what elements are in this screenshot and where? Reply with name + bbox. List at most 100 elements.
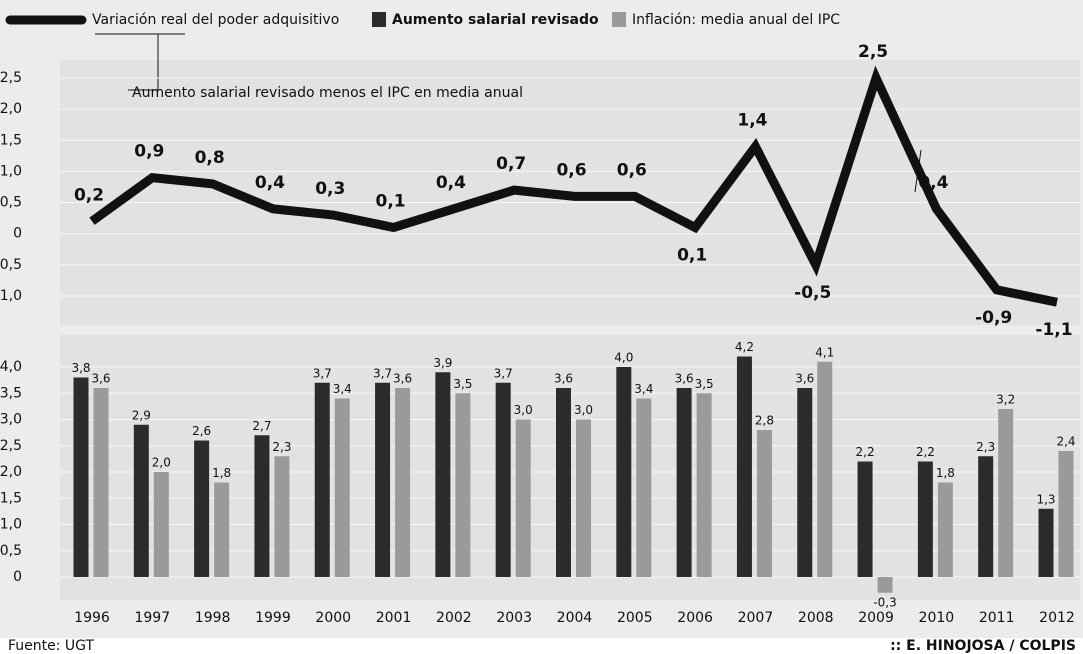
credit: :: E. HINOJOSA / COLPIS (890, 638, 1076, 654)
source: Fuente: UGT (8, 638, 95, 654)
value-label: 4,1 (815, 345, 834, 359)
y-tick-label: 1,0 (0, 517, 22, 533)
value-label: 2,6 (192, 424, 211, 438)
value-label: 2,5 (858, 42, 888, 62)
bar (937, 482, 953, 577)
value-label: 1,8 (212, 466, 231, 480)
bar (616, 367, 632, 577)
bar (636, 398, 652, 577)
value-label: 2,3 (976, 440, 995, 454)
x-tick-label: 2006 (677, 610, 713, 626)
legend-swatch (372, 12, 386, 27)
y-tick-label: 3,5 (0, 385, 22, 401)
bar (133, 424, 149, 577)
bar (998, 409, 1014, 577)
bar (556, 388, 571, 577)
x-tick-label: 2008 (798, 610, 834, 626)
value-label: -0,3 (873, 595, 896, 609)
value-label: 0,3 (315, 179, 345, 199)
bar (1058, 451, 1074, 577)
value-label: 3,5 (695, 377, 714, 391)
value-label: 0,6 (556, 160, 586, 180)
y-tick-label: 0 (13, 569, 22, 585)
bar (917, 461, 933, 577)
value-label: 3,4 (634, 382, 653, 396)
bar (736, 356, 752, 577)
x-tick-label: 2002 (436, 610, 472, 626)
bar (334, 398, 350, 577)
x-tick-label: 2011 (979, 610, 1015, 626)
bar (73, 377, 89, 577)
y-tick-label: 2,5 (0, 70, 22, 86)
value-label: 0,2 (74, 185, 104, 205)
x-tick-label: 2012 (1039, 610, 1075, 626)
value-label: 3,0 (574, 403, 593, 417)
value-label: 3,7 (373, 366, 392, 380)
bar (153, 472, 169, 577)
value-label: 1,3 (1036, 492, 1055, 506)
value-label: 2,4 (1056, 435, 1075, 449)
bar (93, 388, 109, 577)
value-label: 3,7 (313, 366, 332, 380)
y-tick-label: 1,5 (0, 490, 22, 506)
value-label: 3,2 (996, 393, 1015, 407)
x-tick-label: 2005 (617, 610, 653, 626)
value-label: 0,4 (918, 173, 948, 193)
value-label: -0,9 (975, 308, 1012, 328)
value-label: 0,4 (436, 173, 466, 193)
value-label: 0,1 (677, 245, 707, 265)
value-label: 0,1 (376, 191, 406, 211)
x-tick-label: 1998 (195, 610, 231, 626)
bar (435, 372, 451, 577)
value-label: -0,5 (794, 283, 831, 303)
x-tick-label: 2009 (858, 610, 894, 626)
value-label: 3,4 (333, 382, 352, 396)
y-tick-label: 0 (13, 226, 22, 242)
bar (1038, 508, 1054, 577)
y-tick-label: 1,0 (0, 163, 22, 179)
value-label: 3,6 (393, 372, 412, 386)
x-tick-label: 2004 (557, 610, 593, 626)
bar (817, 361, 833, 577)
bar (857, 461, 873, 577)
bar (254, 435, 270, 577)
bar (515, 419, 531, 577)
value-label: 0,9 (134, 142, 164, 162)
legend-label: Inflación: media anual del IPC (632, 12, 840, 28)
bar (797, 388, 813, 577)
bar (375, 382, 391, 577)
value-label: 3,0 (514, 403, 533, 417)
y-tick-label: -0,5 (0, 257, 22, 273)
value-label: 3,9 (433, 356, 452, 370)
value-label: 2,9 (132, 408, 151, 422)
y-tick-label: 0,5 (0, 195, 22, 211)
y-tick-label: 3,0 (0, 412, 22, 428)
x-tick-label: 2007 (738, 610, 774, 626)
value-label: 3,8 (71, 361, 90, 375)
annotation: Aumento salarial revisado menos el IPC e… (132, 85, 523, 101)
bar (696, 393, 712, 577)
x-tick-label: 2003 (496, 610, 532, 626)
bar (194, 440, 210, 577)
bar (314, 382, 330, 577)
value-label: 3,7 (494, 366, 513, 380)
value-label: 3,6 (675, 372, 694, 386)
value-label: 3,6 (91, 372, 110, 386)
legend-swatch (612, 12, 626, 27)
bar (978, 456, 994, 577)
x-tick-label: 2010 (919, 610, 955, 626)
value-label: 2,3 (272, 440, 291, 454)
value-label: 4,2 (735, 340, 754, 354)
y-tick-label: 0,5 (0, 543, 22, 559)
value-label: 0,7 (496, 154, 526, 174)
bar (455, 393, 471, 577)
value-label: 3,6 (795, 372, 814, 386)
value-label: 1,8 (936, 466, 955, 480)
value-label: 2,2 (856, 445, 875, 459)
x-tick-label: 1997 (134, 610, 170, 626)
value-label: -1,1 (1035, 320, 1072, 340)
legend-label: Variación real del poder adquisitivo (92, 12, 339, 28)
bar (495, 382, 511, 577)
value-label: 0,6 (617, 160, 647, 180)
value-label: 0,4 (255, 173, 285, 193)
